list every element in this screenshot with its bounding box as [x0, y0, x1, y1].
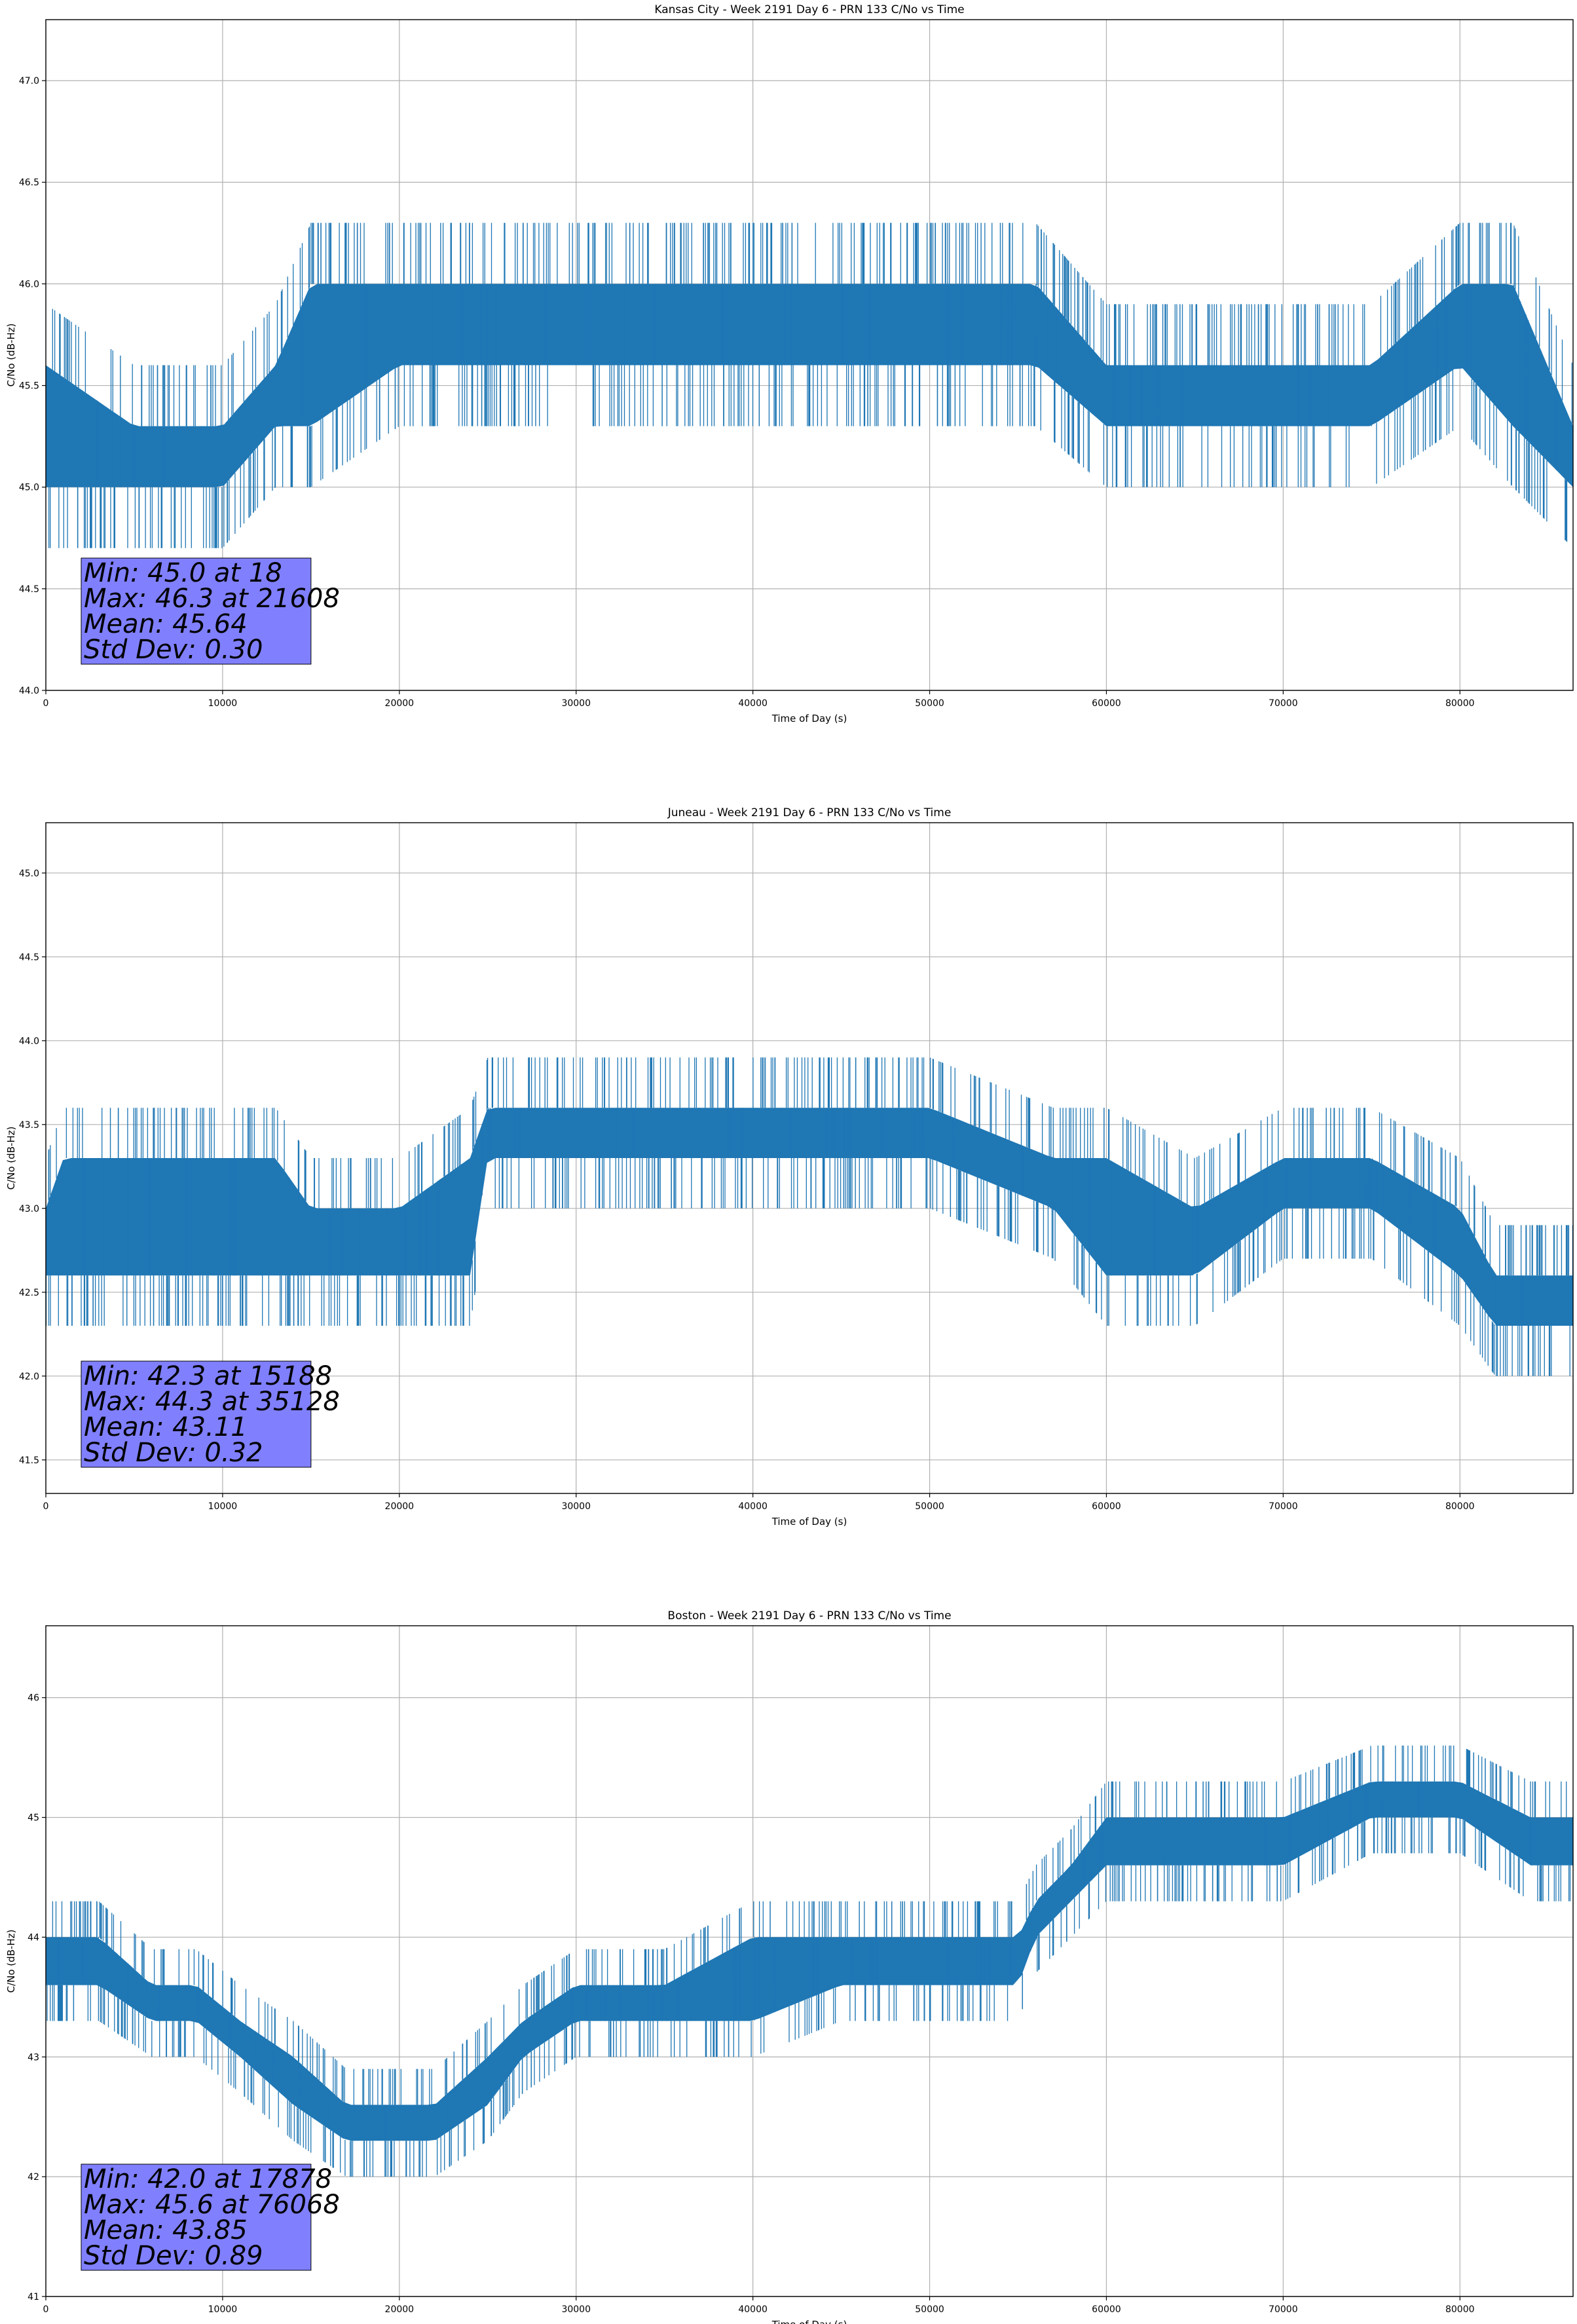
x-tick-label: 80000 — [1445, 2304, 1475, 2315]
y-tick-label: 41 — [28, 2292, 39, 2302]
stats-line: Max: 46.3 at 21608 — [84, 584, 340, 614]
axes-frame — [45, 1625, 1574, 2297]
x-tick-label: 20000 — [385, 1501, 415, 1512]
data-series — [46, 1057, 1573, 1376]
x-tick-label: 60000 — [1092, 698, 1121, 709]
x-tick-label: 50000 — [915, 2304, 944, 2315]
y-tick-label: 42.5 — [19, 1288, 39, 1298]
stats-box — [81, 2164, 312, 2271]
y-tick-label: 43 — [28, 2052, 39, 2063]
stats-line: Mean: 45.64 — [84, 609, 248, 639]
stats-line: Max: 45.6 at 76068 — [84, 2190, 340, 2220]
y-tick-label: 45.0 — [19, 869, 39, 879]
y-tick-label: 41.5 — [19, 1455, 39, 1466]
stats-line: Min: 45.0 at 18 — [84, 558, 282, 588]
stats-line: Max: 44.3 at 35128 — [84, 1387, 340, 1417]
y-axis-label: C/No (dB-Hz) — [5, 324, 17, 387]
x-tick-label: 60000 — [1092, 1501, 1121, 1512]
x-tick-label: 0 — [43, 1501, 49, 1512]
series-spikes — [46, 1057, 1573, 1376]
x-tick-label: 80000 — [1445, 698, 1475, 709]
stats-line: Min: 42.3 at 15188 — [84, 1361, 332, 1391]
y-tick-label: 45 — [28, 1813, 39, 1824]
y-tick-label: 46.5 — [19, 178, 39, 188]
y-tick-label: 45.0 — [19, 483, 39, 493]
x-tick-label: 40000 — [738, 1501, 768, 1512]
stats-box — [81, 1360, 312, 1468]
y-tick-label: 44.5 — [19, 952, 39, 963]
x-tick-label: 80000 — [1445, 1501, 1475, 1512]
chart-title: Boston - Week 2191 Day 6 - PRN 133 C/No … — [667, 1609, 951, 1622]
x-tick-label: 50000 — [915, 1501, 944, 1512]
y-axis-label: C/No (dB-Hz) — [5, 1127, 17, 1190]
stats-line: Mean: 43.11 — [84, 1412, 248, 1442]
stats-line: Mean: 43.85 — [84, 2215, 248, 2245]
x-axis-label: Time of Day (s) — [771, 1516, 847, 1527]
stats-line: Std Dev: 0.32 — [84, 1438, 263, 1468]
y-tick-label: 44.5 — [19, 584, 39, 595]
x-tick-label: 30000 — [561, 1501, 591, 1512]
series-band — [46, 1108, 1573, 1326]
y-tick-label: 44.0 — [19, 1036, 39, 1047]
stats-box — [81, 557, 312, 665]
stats-line: Min: 42.0 at 17878 — [84, 2164, 332, 2194]
y-tick-label: 42 — [28, 2172, 39, 2183]
x-tick-label: 40000 — [738, 2304, 768, 2315]
x-tick-label: 0 — [43, 698, 49, 709]
x-tick-label: 60000 — [1092, 2304, 1121, 2315]
x-tick-label: 20000 — [385, 2304, 415, 2315]
y-tick-label: 44 — [28, 1932, 39, 1943]
y-tick-label: 46.0 — [19, 279, 39, 290]
y-tick-label: 42.0 — [19, 1372, 39, 1382]
x-tick-label: 20000 — [385, 698, 415, 709]
axes-frame — [45, 822, 1574, 1494]
x-tick-label: 70000 — [1269, 698, 1298, 709]
series-spikes — [48, 223, 1572, 548]
chart-panel: Boston - Week 2191 Day 6 - PRN 133 C/No … — [5, 1609, 1574, 2324]
stats-line: Std Dev: 0.89 — [84, 2241, 263, 2271]
x-tick-label: 10000 — [208, 2304, 238, 2315]
chart-title: Juneau - Week 2191 Day 6 - PRN 133 C/No … — [667, 806, 952, 819]
y-tick-label: 46 — [28, 1693, 39, 1704]
y-tick-label: 43.5 — [19, 1120, 39, 1131]
chart-panel: Kansas City - Week 2191 Day 6 - PRN 133 … — [5, 3, 1574, 724]
chart-panel: Juneau - Week 2191 Day 6 - PRN 133 C/No … — [5, 806, 1574, 1527]
data-series — [46, 1745, 1573, 2177]
data-series — [46, 223, 1573, 548]
x-axis-label: Time of Day (s) — [771, 2319, 847, 2324]
y-tick-label: 47.0 — [19, 76, 39, 86]
x-tick-label: 0 — [43, 2304, 49, 2315]
x-tick-label: 70000 — [1269, 2304, 1298, 2315]
y-axis-label: C/No (dB-Hz) — [5, 1930, 17, 1993]
x-tick-label: 10000 — [208, 698, 238, 709]
x-axis-label: Time of Day (s) — [771, 713, 847, 724]
x-tick-label: 40000 — [738, 698, 768, 709]
x-tick-label: 50000 — [915, 698, 944, 709]
series-spikes — [46, 1745, 1573, 2177]
x-tick-label: 30000 — [561, 2304, 591, 2315]
stats-line: Std Dev: 0.30 — [84, 635, 263, 665]
x-tick-label: 10000 — [208, 1501, 238, 1512]
chart-title: Kansas City - Week 2191 Day 6 - PRN 133 … — [654, 3, 964, 16]
y-tick-label: 43.0 — [19, 1204, 39, 1214]
x-tick-label: 70000 — [1269, 1501, 1298, 1512]
x-tick-label: 30000 — [561, 698, 591, 709]
y-tick-label: 45.5 — [19, 381, 39, 392]
y-tick-label: 44.0 — [19, 686, 39, 696]
axes-frame — [45, 19, 1574, 691]
series-band — [46, 1781, 1573, 2141]
series-band — [46, 284, 1573, 487]
